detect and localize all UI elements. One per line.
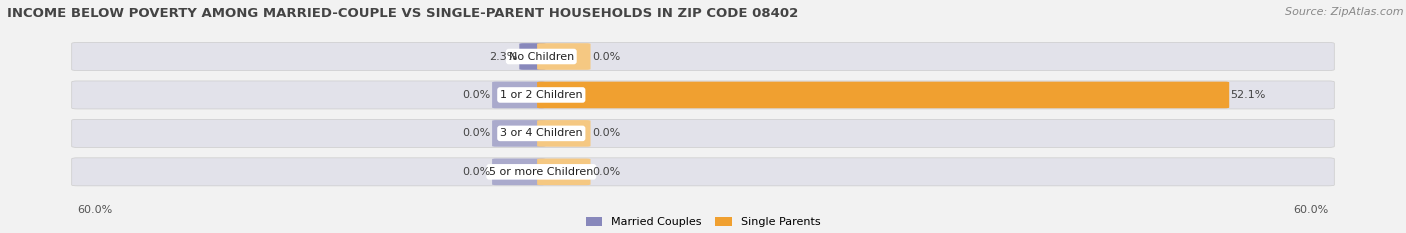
FancyBboxPatch shape [72, 42, 1334, 71]
FancyBboxPatch shape [72, 158, 1334, 186]
Text: INCOME BELOW POVERTY AMONG MARRIED-COUPLE VS SINGLE-PARENT HOUSEHOLDS IN ZIP COD: INCOME BELOW POVERTY AMONG MARRIED-COUPL… [7, 7, 799, 20]
FancyBboxPatch shape [537, 120, 591, 147]
Text: No Children: No Children [509, 51, 574, 62]
Text: 60.0%: 60.0% [77, 205, 112, 215]
Legend: Married Couples, Single Parents: Married Couples, Single Parents [586, 217, 820, 227]
FancyBboxPatch shape [492, 120, 546, 147]
Text: 0.0%: 0.0% [592, 167, 620, 177]
FancyBboxPatch shape [72, 81, 1334, 109]
Text: 2.3%: 2.3% [489, 51, 517, 62]
Text: 0.0%: 0.0% [592, 128, 620, 138]
Text: 0.0%: 0.0% [463, 128, 491, 138]
Text: 1 or 2 Children: 1 or 2 Children [501, 90, 582, 100]
Text: 3 or 4 Children: 3 or 4 Children [501, 128, 582, 138]
Text: 52.1%: 52.1% [1230, 90, 1265, 100]
Text: 0.0%: 0.0% [592, 51, 620, 62]
FancyBboxPatch shape [492, 158, 546, 185]
FancyBboxPatch shape [72, 119, 1334, 147]
FancyBboxPatch shape [537, 82, 1229, 108]
FancyBboxPatch shape [519, 43, 546, 70]
Text: 5 or more Children: 5 or more Children [489, 167, 593, 177]
FancyBboxPatch shape [537, 158, 591, 185]
FancyBboxPatch shape [492, 82, 546, 108]
Text: 0.0%: 0.0% [463, 167, 491, 177]
Text: Source: ZipAtlas.com: Source: ZipAtlas.com [1285, 7, 1403, 17]
FancyBboxPatch shape [537, 43, 591, 70]
Text: 0.0%: 0.0% [463, 90, 491, 100]
Text: 60.0%: 60.0% [1294, 205, 1329, 215]
